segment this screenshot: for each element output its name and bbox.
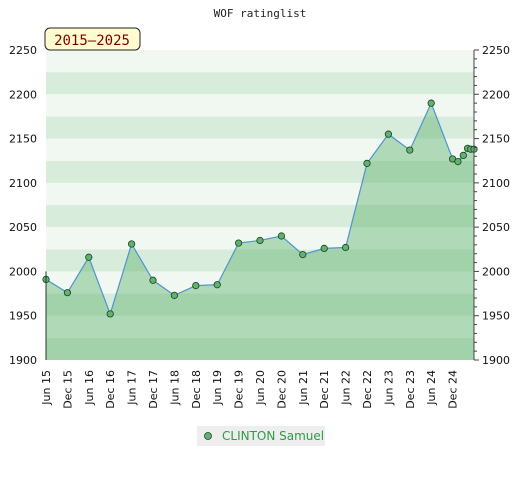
chart-title: WOF ratinglist: [214, 7, 307, 20]
grid-band: [46, 50, 474, 73]
x-tick-labels: Jun 15 Dec 15 Jun 16 Dec 16 Jun 17 Dec 17 Jun …: [40, 370, 460, 409]
y-tick-label-right: 2250: [482, 44, 510, 57]
x-tick-label: Jun 21: [297, 370, 310, 406]
period-badge-box: [44, 27, 141, 51]
y-tick-label: 2200: [9, 88, 37, 101]
data-point: [459, 151, 467, 159]
y-tick-label: 2250: [9, 44, 37, 57]
x-tick-label: Jun 17: [126, 370, 139, 406]
grid-band: [46, 138, 474, 161]
data-point: [320, 244, 328, 252]
grid-band: [46, 315, 474, 338]
x-tick-label: Jun 22: [340, 370, 353, 406]
data-point: [341, 243, 350, 252]
axes-layer: [45, 49, 479, 361]
data-point: [63, 289, 72, 297]
y-tick-label: 2050: [9, 221, 37, 234]
y-tick-label-right: 1900: [482, 354, 510, 367]
grid-band: [46, 249, 474, 272]
grid-band: [46, 293, 474, 316]
x-tick-label: Dec 17: [147, 370, 160, 409]
data-point: [106, 310, 114, 318]
data-point: [277, 232, 285, 240]
data-point: [170, 291, 178, 299]
data-point: [363, 159, 371, 167]
legend-box: [197, 426, 325, 446]
data-point: [85, 253, 93, 261]
data-point: [384, 130, 392, 138]
data-point: [235, 239, 243, 247]
y-tick-label-right: 1950: [482, 310, 510, 323]
x-tick-label: Dec 24: [447, 370, 460, 409]
x-tick-label: Dec 18: [190, 370, 203, 409]
legend-marker: [204, 432, 212, 440]
grid-band: [46, 337, 474, 360]
y-tick-label-right: 2000: [482, 265, 510, 278]
data-point: [454, 158, 462, 166]
x-tick-label: Dec 21: [318, 370, 331, 409]
marker-layer: [42, 99, 478, 318]
data-point: [192, 281, 200, 290]
grid-band: [46, 116, 474, 139]
data-point: [406, 146, 414, 154]
data-point: [213, 281, 221, 289]
background-bands: [46, 50, 474, 360]
y-tick-label: 2000: [9, 265, 37, 278]
y-tick-label-right: 2100: [482, 177, 510, 190]
y-tick-label-right: 2050: [482, 221, 510, 234]
x-tick-label: Dec 19: [233, 370, 246, 409]
y-tick-label: 2150: [9, 133, 37, 146]
x-tick-label: Dec 23: [404, 370, 417, 409]
y-tick-label-right: 2200: [482, 88, 510, 101]
legend-label: CLINTON Samuel: [222, 429, 324, 443]
period-badge: 2015–2025: [44, 27, 141, 51]
period-badge-label: 2015–2025: [54, 33, 130, 49]
x-tick-label: Jun 16: [83, 370, 96, 406]
y-tick-label: 1950: [9, 310, 37, 323]
y-tick-label: 1900: [9, 354, 37, 367]
data-point: [427, 99, 435, 107]
x-tick-label: Jun 24: [425, 370, 438, 406]
data-point: [299, 251, 307, 259]
x-tick-label: Dec 20: [275, 370, 288, 409]
x-tick-label: Dec 16: [104, 370, 117, 409]
grid-band: [46, 182, 474, 205]
y-tick-label-right: 2150: [482, 133, 510, 146]
x-tick-label: Jun 20: [254, 370, 267, 406]
y-tick-labels-left: 1900 1950 2000 2050 2100 2150 2200 2250: [9, 44, 37, 367]
area-layer: [46, 103, 474, 361]
x-tick-label: Jun 23: [382, 370, 395, 406]
grid-band: [46, 72, 474, 95]
y-tick-labels-right: 1900 1950 2000 2050 2100 2150 2200 2250: [482, 44, 510, 367]
x-tick-label: Jun 19: [211, 370, 224, 406]
data-point: [149, 276, 157, 284]
x-tick-label: Jun 18: [168, 370, 181, 406]
y-tick-label: 2100: [9, 177, 37, 190]
data-point: [128, 240, 136, 248]
x-tick-label: Jun 15: [40, 370, 53, 406]
grid-band: [46, 205, 474, 228]
legend: CLINTON Samuel: [197, 426, 325, 446]
x-tick-label: Dec 22: [361, 370, 374, 409]
series-area: [46, 103, 474, 361]
grid-band: [46, 94, 474, 117]
data-point: [256, 236, 264, 245]
x-tick-label: Dec 15: [61, 370, 74, 409]
